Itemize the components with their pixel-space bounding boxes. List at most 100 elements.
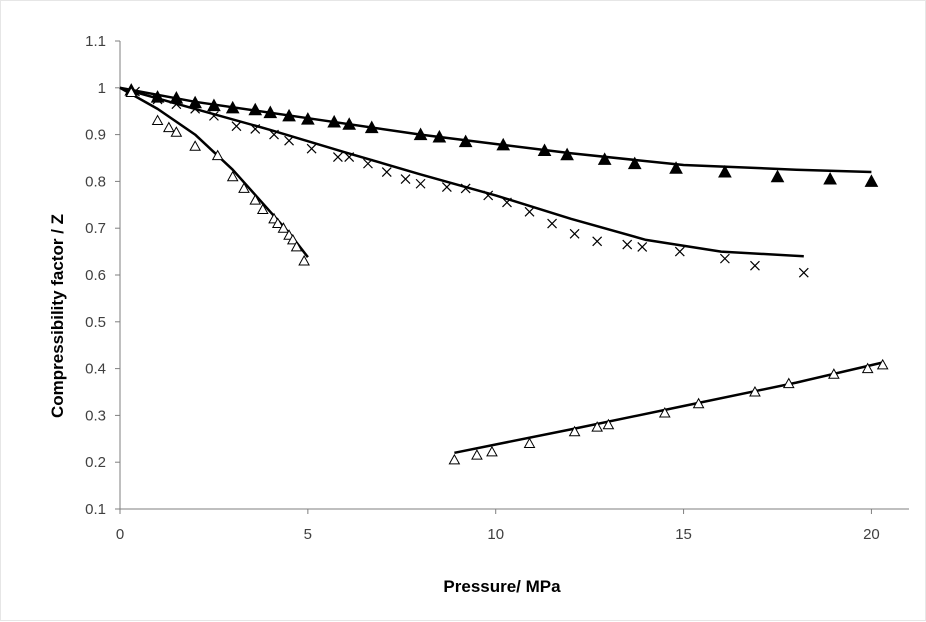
open-triangle-point (271, 217, 284, 229)
open-triangle-point (523, 437, 536, 448)
cross-point (190, 103, 201, 114)
cross-point (674, 246, 685, 257)
y-tick-label: 0.4 (85, 361, 106, 378)
cross-point (363, 158, 373, 169)
cross-point (284, 135, 294, 146)
open-triangle-point (226, 170, 239, 182)
cross-point (622, 239, 633, 250)
filled-triangle-point (432, 129, 447, 143)
open-triangle-point (286, 233, 299, 245)
cross-point (637, 241, 648, 252)
cross-point (719, 253, 730, 264)
x-axis-title: Pressure/ MPa (443, 577, 561, 596)
y-tick-label: 0.1 (85, 501, 106, 518)
cross-point (798, 267, 809, 278)
cross-point (250, 124, 261, 134)
filled-triangle-point (263, 105, 278, 119)
y-tick-label: 0.8 (85, 173, 106, 190)
y-tick-label: 0.6 (85, 267, 106, 284)
filled-triangle-point (627, 156, 642, 170)
cross-point (483, 190, 494, 201)
cross-point (750, 260, 760, 271)
filled-triangle-point (823, 172, 837, 185)
open-triangle-point (290, 240, 303, 252)
fit-line-2 (119, 86, 804, 258)
x-tick-label: 20 (863, 526, 880, 543)
cross-point (269, 129, 279, 140)
open-triangle-point (861, 362, 874, 374)
open-triangle-point (189, 140, 201, 151)
cross-point (332, 152, 343, 162)
filled-triangle-point (327, 114, 341, 128)
tick-labels-layer: 0.1 0.2 0.3 0.4 0.5 0.6 0.7 0.8 0.9 1 1.1 0 5 10 15 20 (85, 33, 880, 543)
filled-triangle-point (413, 127, 428, 141)
filled-triangle-point (496, 137, 511, 151)
open-triangle-point (828, 368, 840, 379)
open-triangle-point (211, 149, 224, 161)
axes-layer (115, 40, 909, 514)
cross-point (502, 197, 512, 208)
open-triangle-point (602, 418, 615, 430)
cross-point (209, 110, 219, 121)
cross-point (441, 182, 452, 192)
cross-point (460, 183, 471, 194)
cross-point (415, 178, 426, 189)
y-tick-label: 0.3 (85, 407, 106, 424)
y-tick-label: 0.9 (85, 127, 106, 144)
fit-line-4 (454, 361, 883, 455)
filled-triangle-point (537, 143, 552, 157)
filled-triangle-point (718, 164, 732, 178)
open-triangle-point (692, 397, 705, 409)
open-triangle-point (568, 425, 581, 437)
filled-triangle-point (864, 174, 879, 187)
cross-point (592, 236, 603, 247)
cross-point (344, 152, 355, 162)
x-tick-label: 0 (116, 526, 124, 543)
filled-triangle-point (342, 117, 357, 130)
filled-triangle-point (597, 152, 612, 165)
filled-triangle-point (301, 112, 315, 125)
cross-point (400, 174, 411, 184)
y-tick-label: 0.2 (85, 454, 106, 471)
open-triangle-point (471, 449, 483, 460)
open-triangle-point (658, 407, 671, 418)
x-tick-label: 5 (304, 526, 312, 543)
cross-point (306, 143, 317, 154)
open-triangle-point (170, 126, 183, 137)
cross-point (152, 94, 163, 105)
open-triangle-point (249, 194, 262, 205)
y-tick-label: 1 (98, 80, 106, 97)
cross-point (569, 228, 580, 239)
open-triangle-point (298, 254, 310, 266)
open-triangle-point (256, 203, 269, 214)
x-tick-label: 10 (487, 526, 504, 543)
y-tick-label: 0.7 (85, 220, 106, 237)
filled-triangle-point (225, 100, 240, 114)
filled-triangle-point (248, 102, 263, 116)
x-tick-label: 15 (675, 526, 692, 543)
cross-point (524, 206, 535, 217)
filled-triangle-point (669, 161, 683, 174)
filled-triangle-point (207, 98, 221, 112)
open-triangle-point (238, 182, 250, 193)
open-triangle-point (749, 385, 761, 397)
open-triangle-point (162, 121, 175, 133)
open-triangle-point (782, 377, 795, 389)
open-triangle-point (591, 421, 604, 432)
filled-triangle-point (458, 134, 473, 148)
data-points-layer (124, 83, 889, 465)
open-triangle-point (151, 114, 164, 126)
open-triangle-point (277, 222, 290, 233)
y-tick-label: 0.5 (85, 314, 106, 331)
open-triangle-point (486, 445, 498, 457)
open-triangle-point (876, 358, 889, 370)
open-triangle-point (125, 86, 138, 97)
cross-point (171, 99, 182, 110)
filled-triangle-point (282, 108, 296, 122)
cross-point (231, 121, 242, 132)
cross-point (547, 218, 557, 229)
filled-triangle-point (364, 120, 379, 134)
cross-point (381, 167, 392, 177)
